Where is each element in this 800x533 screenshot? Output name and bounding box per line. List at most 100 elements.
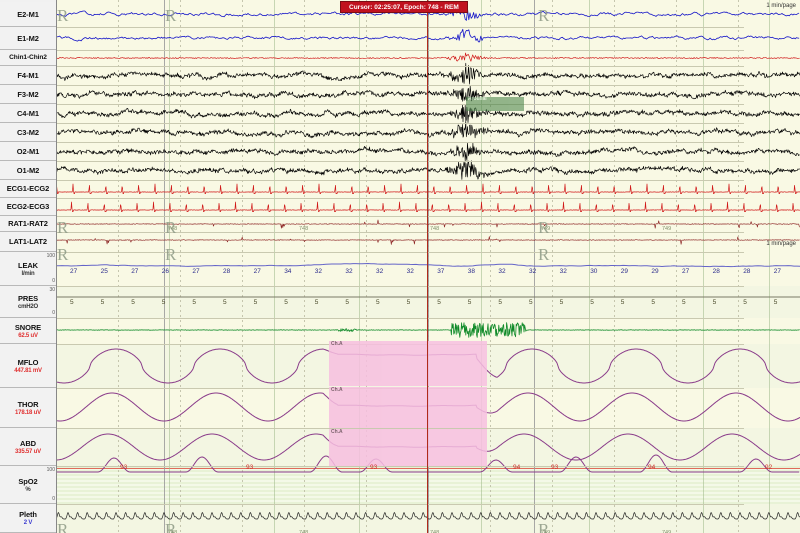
numeric-value: 5: [712, 299, 717, 306]
channel-label-snore[interactable]: SNORE 62.5 uV: [0, 318, 56, 344]
epoch-number: 748: [299, 530, 309, 533]
numeric-value: 30: [590, 268, 598, 275]
numeric-value: 5: [773, 299, 778, 306]
gridline-epoch-green: [769, 0, 770, 533]
apnea-event-box[interactable]: Ch.A: [329, 387, 487, 428]
numeric-value: 5: [345, 299, 350, 306]
gridline-epoch-green: [703, 0, 704, 533]
channel-label-o1-m2[interactable]: O1-M2: [0, 161, 56, 180]
channel-label-c3-m2[interactable]: C3-M2: [0, 123, 56, 142]
numeric-value: 5: [437, 299, 441, 306]
numeric-row-leak: 27 25 27 26 27 28 27 34 32 32 32 32 37 38 32 32 32 30 29 29…: [56, 268, 800, 280]
channel-label-ecg2-ecg3[interactable]: ECG2-ECG3: [0, 198, 56, 216]
channel-name: MFLO: [17, 357, 39, 367]
cursor-line[interactable]: [427, 0, 429, 533]
gridline-dotted: [180, 0, 181, 533]
channel-separator: [0, 123, 744, 124]
numeric-value: 32: [559, 268, 567, 275]
channel-separator: [0, 142, 744, 143]
channel-name: E2-M1: [17, 9, 39, 19]
channel-label-rat1-rat2[interactable]: RAT1-RAT2: [0, 216, 56, 232]
apnea-event-box[interactable]: Ch.A: [329, 429, 487, 466]
epoch-number: 748: [168, 226, 178, 232]
event-tag-label: Arousal: [468, 96, 487, 102]
numeric-value: 27: [192, 268, 200, 275]
numeric-value: 32: [406, 268, 414, 275]
numeric-value: 29: [620, 268, 629, 275]
sleep-stage-marker-rem: R: [165, 520, 177, 533]
apnea-event-box[interactable]: Ch.A: [329, 341, 487, 386]
gridline-dotted: [614, 0, 615, 533]
channel-label-pleth[interactable]: Pleth 2 V: [0, 504, 56, 533]
channel-name: Chin1-Chin2: [9, 54, 47, 61]
channel-label-c4-m1[interactable]: C4-M1: [0, 104, 56, 123]
channel-name: PRES: [17, 293, 39, 303]
numeric-value: 32: [529, 268, 537, 275]
sleep-stage-marker-rem: R: [538, 245, 550, 264]
numeric-value: 5: [161, 299, 166, 306]
sleep-stage-marker-rem: R: [57, 218, 69, 237]
channel-name: RAT1-RAT2: [8, 219, 48, 228]
gridline-epoch-gray: [164, 0, 165, 533]
epoch-number: 748: [168, 530, 178, 533]
epoch-number: 749: [662, 226, 672, 232]
epoch-number: 749: [541, 530, 551, 533]
sleep-stage-marker-rem: R: [57, 520, 69, 533]
numeric-value: 5: [376, 299, 380, 306]
cursor-epoch-badge: Cursor: 02:25:07, Epoch: 748 - REM: [340, 1, 468, 13]
numeric-value: 34: [284, 268, 292, 275]
channel-name: O1-M2: [16, 165, 40, 175]
gridline-dotted: [118, 0, 119, 533]
channel-label-e1-m2[interactable]: E1-M2: [0, 27, 56, 50]
channel-label-abd[interactable]: ABD 335.57 uV: [0, 428, 56, 466]
axis-scale-leak-lo: 0: [52, 278, 55, 284]
page-rate-label-mid: 1 min/page: [766, 241, 796, 247]
channel-separator: [0, 85, 744, 86]
channel-label-mflo[interactable]: MFLO 447.81 mV: [0, 344, 56, 388]
epoch-number: 748: [299, 226, 309, 232]
channel-label-lat1-lat2[interactable]: LAT1-LAT2: [0, 232, 56, 252]
numeric-value: 5: [682, 299, 686, 306]
channel-label-f3-m2[interactable]: F3-M2: [0, 85, 56, 104]
channel-sub-label: 2 V: [23, 520, 33, 526]
event-tag-label: Ch.A: [331, 429, 343, 435]
sleep-stage-marker-rem: R: [57, 6, 69, 25]
channel-label-ecg1-ecg2[interactable]: ECG1-ECG2: [0, 180, 56, 198]
numeric-value: 5: [192, 299, 197, 306]
channel-sub-label: %: [25, 486, 31, 493]
channel-label-o2-m1[interactable]: O2-M1: [0, 142, 56, 161]
channel-separator: [0, 27, 744, 28]
channel-name: F4-M1: [17, 70, 39, 80]
numeric-value: 28: [223, 268, 231, 275]
channel-label-f4-m1[interactable]: F4-M1: [0, 66, 56, 85]
channel-label-e2-m1[interactable]: E2-M1: [0, 2, 56, 27]
numeric-value: 27: [70, 268, 78, 275]
numeric-value: 5: [743, 299, 747, 306]
numeric-value: 27: [773, 268, 782, 275]
numeric-value: 37: [437, 268, 445, 275]
gridline-dotted: [490, 0, 491, 533]
epoch-number: 749: [541, 226, 551, 232]
numeric-value: 5: [590, 299, 594, 306]
channel-label-thor[interactable]: THOR 178.18 uV: [0, 388, 56, 428]
channel-name: C3-M2: [16, 127, 39, 137]
numeric-value: 27: [131, 268, 139, 275]
channel-label-pres[interactable]: PRES cmH2O: [0, 286, 56, 318]
channel-label-leak[interactable]: LEAK l/min: [0, 252, 56, 286]
channel-label-chin1-chin2[interactable]: Chin1-Chin2: [0, 50, 56, 66]
channel-name: LEAK: [17, 260, 39, 270]
channel-sub-label: l/min: [21, 270, 35, 277]
gridline-dotted: [304, 0, 305, 533]
channel-name: THOR: [17, 399, 39, 409]
channel-sub-label: 178.18 uV: [15, 409, 41, 416]
channel-name: C4-M1: [16, 108, 39, 118]
numeric-value: 26: [161, 268, 170, 275]
gridline-epoch-green: [274, 0, 275, 533]
channel-label-spo2[interactable]: SpO2%: [0, 466, 56, 504]
spo2-value: 94: [648, 464, 656, 471]
sleep-stage-marker-rem: R: [538, 6, 550, 25]
numeric-row-pres: 5 5 5 5 5 5 5 5 5 5 5 5 5 5 5 5 5 5 5 5 5 5 5 5: [56, 299, 800, 311]
arousal-event-box[interactable]: Arousal: [466, 96, 524, 111]
channel-name: E1-M2: [17, 33, 39, 43]
sleep-stage-marker-rem: R: [538, 520, 550, 533]
